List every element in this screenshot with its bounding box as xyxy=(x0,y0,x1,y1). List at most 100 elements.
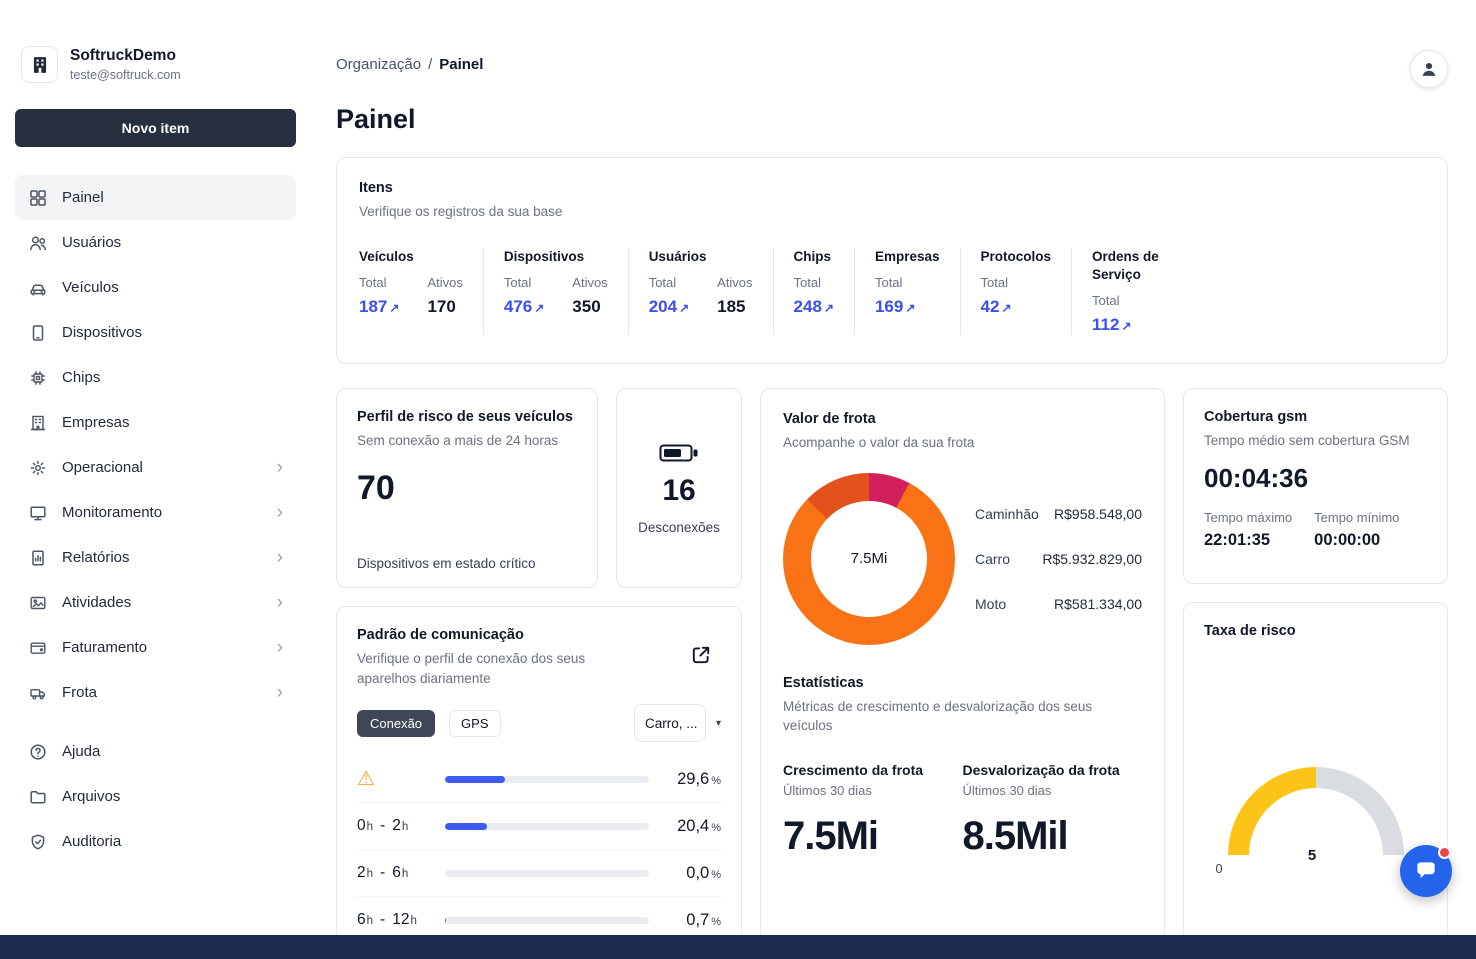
stat-ativos-value: 350 xyxy=(572,296,601,316)
main-content: Organização / Painel Painel Itens Verifiqu… xyxy=(311,0,1476,959)
person-icon xyxy=(1422,62,1436,76)
risk-footer: Dispositivos em estado crítico xyxy=(357,556,536,571)
sidebar-item-usuarios[interactable]: Usuários xyxy=(15,220,296,265)
gear-icon xyxy=(28,458,48,478)
notification-dot xyxy=(1438,846,1451,859)
sidebar-item-atividades[interactable]: Atividades › xyxy=(15,580,296,625)
arrow-up-right-icon: ↗ xyxy=(905,300,916,315)
risk-rate-card: Taxa de risco 0 5 10 xyxy=(1183,602,1448,954)
communication-pattern-card: Padrão de comunicação Verifique o perfil… xyxy=(336,606,742,958)
arrow-up-right-icon: ↗ xyxy=(1001,300,1012,315)
wallet-icon xyxy=(28,638,48,658)
user-avatar-button[interactable] xyxy=(1410,50,1448,88)
chevron-right-icon: › xyxy=(276,637,283,658)
sidebar-item-label: Empresas xyxy=(62,414,130,431)
sidebar-item-operacional[interactable]: Operacional › xyxy=(15,445,296,490)
chip-icon xyxy=(28,368,48,388)
cards-grid: Perfil de risco de seus veículos Sem con… xyxy=(336,388,1448,958)
stat-total-link[interactable]: 169 ↗ xyxy=(874,296,916,316)
gsm-max: Tempo máximo 22:01:35 xyxy=(1204,509,1293,549)
tab-gps[interactable]: GPS xyxy=(449,709,501,737)
disconnections-label: Desconexões xyxy=(638,519,720,535)
progress-bar xyxy=(445,916,649,924)
footer-bar xyxy=(0,935,1476,959)
battery-icon xyxy=(659,444,698,461)
sidebar-item-empresas[interactable]: Empresas xyxy=(15,400,296,445)
sidebar-item-arquivos[interactable]: Arquivos xyxy=(15,774,296,819)
grid-icon xyxy=(28,188,48,208)
stat-total-link[interactable]: 204 ↗ xyxy=(648,296,690,316)
stat-usuarios: Usuários Total 204 ↗ Ativos 185 xyxy=(629,247,774,335)
org-header[interactable]: SoftruckDemo teste@softruck.com xyxy=(15,46,296,83)
breadcrumb-separator: / xyxy=(428,56,433,73)
stat-protocolos: Protocolos Total 42 ↗ xyxy=(961,247,1073,335)
stat-empresas: Empresas Total 169 ↗ xyxy=(855,247,961,335)
device-icon xyxy=(28,323,48,343)
sidebar-item-painel[interactable]: Painel xyxy=(15,175,296,220)
risk-gauge: 0 5 10 xyxy=(1216,767,1416,876)
risk-value: 70 xyxy=(357,468,395,507)
sidebar-item-chips[interactable]: Chips xyxy=(15,355,296,400)
sidebar-item-label: Faturamento xyxy=(62,639,148,656)
stat-chips: Chips Total 248 ↗ xyxy=(774,247,855,335)
sidebar-item-faturamento[interactable]: Faturamento › xyxy=(15,625,296,670)
stat-veiculos: Veículos Total 187 ↗ Ativos 170 xyxy=(359,247,484,335)
legend-item: Carro R$5.932.829,00 xyxy=(975,550,1142,567)
org-name: SoftruckDemo xyxy=(70,47,176,64)
car-icon xyxy=(28,278,48,298)
disconnections-card: 16 Desconexões xyxy=(616,388,742,588)
itens-title: Itens xyxy=(359,180,393,196)
comm-controls: Conexão GPS Carro, ... ▾ xyxy=(357,704,721,743)
sidebar-item-label: Monitoramento xyxy=(62,504,163,521)
stat-total-link[interactable]: 42 ↗ xyxy=(980,296,1012,316)
sidebar-item-dispositivos[interactable]: Dispositivos xyxy=(15,310,296,355)
help-icon xyxy=(28,742,48,762)
chat-icon xyxy=(1417,862,1435,879)
sidebar-item-label: Ajuda xyxy=(62,743,101,760)
breadcrumb-organizacao[interactable]: Organização xyxy=(336,56,422,73)
new-item-button[interactable]: Novo item xyxy=(15,109,296,147)
sidebar-item-label: Dispositivos xyxy=(62,324,143,341)
chevron-right-icon: › xyxy=(276,547,283,568)
building-icon xyxy=(28,413,48,433)
fleet-donut-chart: 7.5Mi xyxy=(783,472,955,645)
stat-total-link[interactable]: 112 ↗ xyxy=(1092,315,1132,334)
legend-item: Caminhão R$958.548,00 xyxy=(975,505,1142,522)
vehicle-filter-select[interactable]: Carro, ... ▾ xyxy=(633,704,721,743)
stat-ordens-de-servico: Ordens de Serviço Total 112 ↗ xyxy=(1092,248,1159,334)
donut-center-label: 7.5Mi xyxy=(850,550,888,568)
sidebar-item-label: Auditoria xyxy=(62,833,122,850)
stat-ativos-value: 185 xyxy=(717,296,746,316)
stat-total-link[interactable]: 248 ↗ xyxy=(793,296,834,316)
sidebar-item-monitoramento[interactable]: Monitoramento › xyxy=(15,490,296,535)
sidebar-item-label: Operacional xyxy=(62,459,143,476)
monitor-icon xyxy=(28,503,48,523)
sidebar-item-veiculos[interactable]: Veículos xyxy=(15,265,296,310)
topbar: Organização / Painel xyxy=(336,50,1448,88)
progress-bar xyxy=(445,822,649,830)
breadcrumb: Organização / Painel xyxy=(336,50,483,73)
donut-legend: Caminhão R$958.548,00 Carro R$5.932.829,… xyxy=(975,506,1142,612)
shield-icon xyxy=(28,832,48,852)
gauge-min-label: 0 xyxy=(1215,862,1223,876)
sidebar-item-label: Painel xyxy=(62,189,104,206)
chat-widget-button[interactable] xyxy=(1400,845,1452,897)
sidebar-item-relatorios[interactable]: Relatórios › xyxy=(15,535,296,580)
sidebar: SoftruckDemo teste@softruck.com Novo ite… xyxy=(0,0,311,959)
sidebar-item-frota[interactable]: Frota › xyxy=(15,670,296,715)
external-link-icon[interactable] xyxy=(689,643,713,667)
org-logo-icon xyxy=(21,46,58,83)
comm-row: ⚠ 29,6% xyxy=(357,756,721,804)
itens-subtitle: Verifique os registros da sua base xyxy=(359,204,563,219)
tab-conexao[interactable]: Conexão xyxy=(357,709,436,737)
sidebar-item-auditoria[interactable]: Auditoria xyxy=(15,819,296,864)
stat-total-link[interactable]: 187 ↗ xyxy=(359,296,400,316)
gsm-coverage-card: Cobertura gsm Tempo médio sem cobertura … xyxy=(1183,388,1448,584)
stat-total-link[interactable]: 476 ↗ xyxy=(503,296,545,316)
breadcrumb-current: Painel xyxy=(439,56,484,73)
sidebar-item-label: Frota xyxy=(62,684,98,701)
stats-row: Veículos Total 187 ↗ Ativos 170 Dispositi… xyxy=(359,247,1425,335)
sidebar-item-ajuda[interactable]: Ajuda xyxy=(15,729,296,774)
